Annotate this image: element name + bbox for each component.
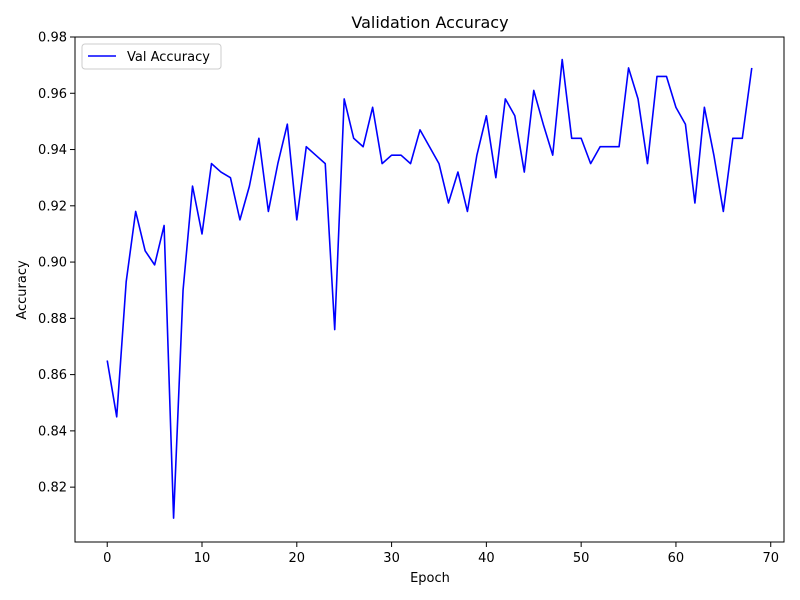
data-point bbox=[391, 155, 392, 156]
data-point bbox=[344, 98, 345, 99]
data-point bbox=[382, 163, 383, 164]
data-point bbox=[647, 163, 648, 164]
data-point bbox=[201, 233, 202, 234]
data-point bbox=[268, 211, 269, 212]
data-point bbox=[164, 225, 165, 226]
data-point bbox=[287, 124, 288, 125]
y-tick-label: 0.84 bbox=[38, 424, 67, 439]
series-layer bbox=[106, 58, 753, 519]
data-point bbox=[438, 163, 439, 164]
x-axis-ticks: 0 10 20 30 40 50 60 70 bbox=[103, 542, 779, 566]
y-axis-title: Accuracy bbox=[15, 260, 30, 320]
data-point bbox=[400, 155, 401, 156]
y-axis-ticks: 0.82 0.84 0.86 0.88 0.90 0.92 0.94 0.96 0.98 bbox=[38, 31, 75, 496]
data-point bbox=[675, 107, 676, 108]
data-point bbox=[429, 146, 430, 147]
x-tick-label: 60 bbox=[668, 551, 685, 566]
data-point bbox=[296, 219, 297, 220]
data-point bbox=[590, 163, 591, 164]
data-point bbox=[505, 98, 506, 99]
y-tick-label: 0.96 bbox=[38, 87, 67, 102]
data-point bbox=[524, 171, 525, 172]
y-tick-label: 0.82 bbox=[38, 481, 67, 496]
data-point bbox=[135, 211, 136, 212]
data-point bbox=[732, 138, 733, 139]
data-point bbox=[116, 416, 117, 417]
x-tick-label: 10 bbox=[194, 551, 211, 566]
data-point bbox=[723, 211, 724, 212]
data-point bbox=[448, 202, 449, 203]
x-tick-label: 50 bbox=[573, 551, 590, 566]
data-point bbox=[220, 171, 221, 172]
x-tick-label: 0 bbox=[103, 551, 111, 566]
data-point bbox=[363, 146, 364, 147]
data-point bbox=[334, 329, 335, 330]
x-tick-label: 20 bbox=[289, 551, 306, 566]
data-point bbox=[666, 76, 667, 77]
data-point bbox=[239, 219, 240, 220]
data-point bbox=[486, 115, 487, 116]
data-point bbox=[277, 163, 278, 164]
x-tick-label: 70 bbox=[762, 551, 779, 566]
data-point bbox=[628, 67, 629, 68]
y-tick-label: 0.92 bbox=[38, 199, 67, 214]
data-point bbox=[618, 146, 619, 147]
chart-title: Validation Accuracy bbox=[351, 13, 508, 32]
legend-label: Val Accuracy bbox=[127, 50, 210, 65]
data-point bbox=[581, 138, 582, 139]
data-point bbox=[107, 360, 108, 361]
data-point bbox=[154, 264, 155, 265]
y-tick-label: 0.90 bbox=[38, 256, 67, 271]
data-point bbox=[543, 124, 544, 125]
data-point bbox=[600, 146, 601, 147]
data-point bbox=[182, 290, 183, 291]
y-tick-label: 0.94 bbox=[38, 143, 67, 158]
data-point bbox=[211, 163, 212, 164]
data-point bbox=[533, 90, 534, 91]
data-point bbox=[742, 138, 743, 139]
data-point bbox=[230, 177, 231, 178]
data-point bbox=[694, 202, 695, 203]
data-point bbox=[372, 107, 373, 108]
series-line-val-accuracy bbox=[106, 58, 753, 519]
data-point bbox=[457, 171, 458, 172]
data-point bbox=[173, 517, 174, 518]
legend-box bbox=[81, 43, 222, 70]
data-point bbox=[476, 155, 477, 156]
data-point bbox=[637, 98, 638, 99]
x-axis-title: Epoch bbox=[410, 571, 450, 586]
legend: Val Accuracy bbox=[81, 43, 222, 70]
y-tick-label: 0.86 bbox=[38, 368, 67, 383]
data-point bbox=[353, 138, 354, 139]
x-tick-label: 40 bbox=[478, 551, 495, 566]
data-point bbox=[126, 281, 127, 282]
plot-area bbox=[75, 37, 784, 542]
data-point bbox=[495, 177, 496, 178]
data-point bbox=[552, 155, 553, 156]
data-point bbox=[315, 155, 316, 156]
data-point bbox=[713, 155, 714, 156]
data-point bbox=[192, 186, 193, 187]
data-point bbox=[571, 138, 572, 139]
axes-frame bbox=[74, 36, 785, 543]
data-point bbox=[514, 115, 515, 116]
data-point bbox=[410, 163, 411, 164]
data-point bbox=[419, 129, 420, 130]
x-tick-label: 30 bbox=[383, 551, 400, 566]
data-point bbox=[562, 59, 563, 60]
y-tick-label: 0.88 bbox=[38, 312, 67, 327]
data-point bbox=[258, 138, 259, 139]
data-point bbox=[704, 107, 705, 108]
y-tick-label: 0.98 bbox=[38, 31, 67, 46]
data-point bbox=[609, 146, 610, 147]
data-point bbox=[145, 250, 146, 251]
data-point bbox=[249, 186, 250, 187]
data-point bbox=[656, 76, 657, 77]
data-point bbox=[467, 211, 468, 212]
data-point bbox=[751, 67, 752, 68]
data-point bbox=[685, 124, 686, 125]
data-point bbox=[325, 163, 326, 164]
data-point bbox=[306, 146, 307, 147]
